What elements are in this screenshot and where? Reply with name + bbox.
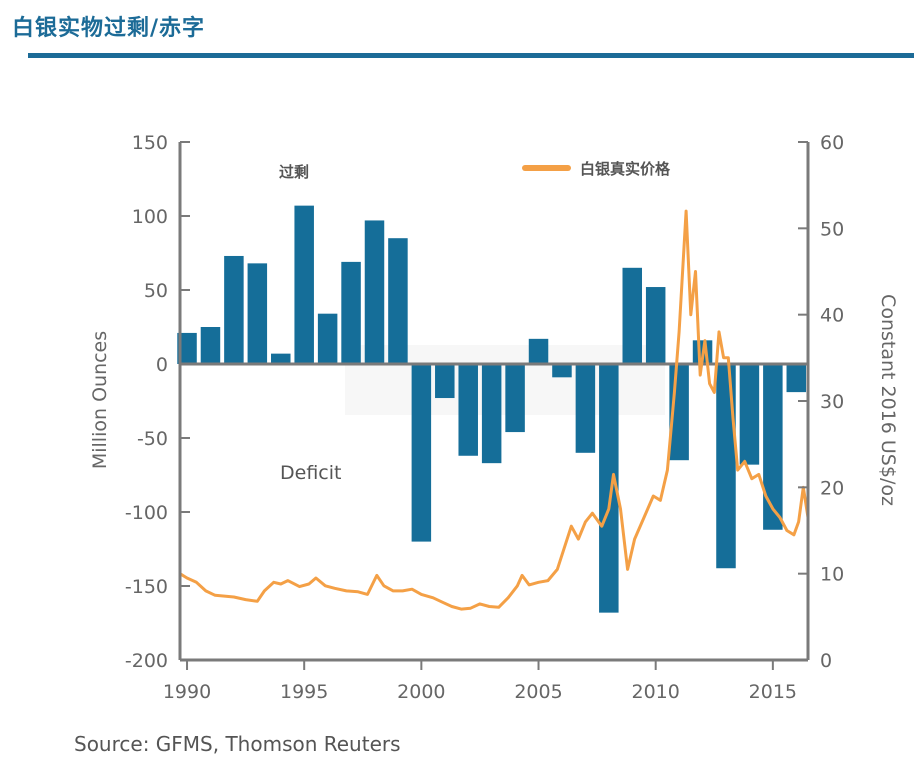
x-tick-label: 2010	[632, 681, 680, 703]
bar-2013	[716, 364, 736, 569]
bar-2009	[622, 267, 643, 364]
bar-2006	[552, 364, 572, 378]
bar-2008	[599, 364, 619, 613]
bar-2000	[411, 364, 432, 542]
left-tick-label: -50	[137, 428, 168, 450]
header-rule	[28, 53, 914, 58]
right-axis-label: Constant 2016 US$/oz	[877, 294, 899, 506]
left-tick-label: 50	[144, 280, 168, 302]
surplus-annotation: 过剩	[279, 163, 309, 181]
bar-1990	[177, 332, 197, 364]
bar-1998	[364, 220, 385, 364]
right-tick-label: 60	[820, 132, 844, 154]
x-tick-label: 1995	[280, 681, 328, 703]
bar-1992	[224, 255, 244, 364]
x-tick-label: 2005	[514, 681, 562, 703]
bar-1993	[247, 263, 268, 364]
bar-2010	[645, 287, 666, 364]
x-tick-label: 1990	[163, 681, 211, 703]
bar-2014	[739, 364, 760, 465]
bar-2004	[505, 364, 525, 433]
left-tick-label: -200	[125, 650, 168, 672]
bar-1996	[317, 313, 338, 364]
right-tick-label: 10	[820, 564, 844, 586]
left-axis-ticks: 150 100 50 0 -50 -100 -150 -200	[125, 132, 190, 672]
bars-series	[177, 205, 807, 613]
left-tick-label: 0	[156, 354, 168, 376]
left-tick-label: -150	[125, 576, 168, 598]
right-tick-label: 50	[820, 218, 844, 240]
x-axis-ticks: 1990 1995 2000 2005 2010 2015	[163, 660, 797, 703]
legend-label-price: 白银真实价格	[580, 160, 671, 178]
bar-1995	[294, 205, 314, 364]
bar-2005	[528, 338, 549, 364]
bar-1999	[388, 238, 408, 364]
right-tick-label: 20	[820, 477, 844, 499]
left-axis-label: Million Ounces	[89, 331, 111, 469]
right-axis-ticks: 60 50 40 30 20 10 0	[798, 132, 844, 672]
legend: 白银真实价格	[522, 160, 671, 178]
source-note: Source: GFMS, Thomson Reuters	[74, 732, 401, 756]
right-tick-label: 0	[820, 650, 832, 672]
bar-1997	[341, 261, 361, 364]
bar-2002	[458, 364, 478, 456]
x-tick-label: 2015	[749, 681, 797, 703]
price-series-line	[179, 209, 810, 611]
bar-2007	[575, 364, 596, 453]
left-tick-label: -100	[125, 502, 168, 524]
x-tick-label: 2000	[397, 681, 445, 703]
bar-1991	[200, 327, 221, 364]
right-tick-label: 30	[820, 391, 844, 413]
bar-2015	[763, 364, 783, 530]
bar-2016	[786, 364, 807, 393]
deficit-annotation: Deficit	[280, 462, 341, 484]
page-title: 白银实物过剩/赤字	[12, 16, 206, 41]
bar-2003	[481, 364, 502, 464]
left-tick-label: 100	[132, 206, 168, 228]
bar-1994	[271, 353, 291, 364]
bar-2001	[435, 364, 455, 399]
left-tick-label: 150	[132, 132, 168, 154]
right-tick-label: 40	[820, 305, 844, 327]
